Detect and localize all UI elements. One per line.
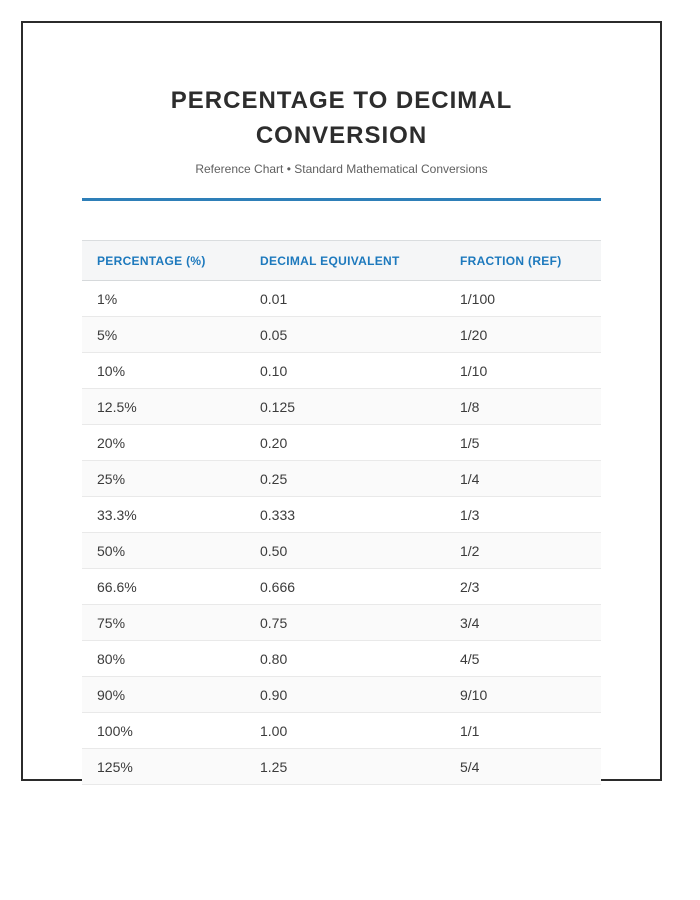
table-row: 90% 0.90 9/10 <box>82 676 601 713</box>
table-row: 10% 0.10 1/10 <box>82 352 601 389</box>
table-cell: 1/8 <box>445 388 601 425</box>
table-cell: 0.75 <box>245 604 445 641</box>
column-header-percentage: PERCENTAGE (%) <box>82 240 245 281</box>
table-row: 20% 0.20 1/5 <box>82 424 601 461</box>
page-title-line-1: PERCENTAGE TO DECIMAL <box>170 87 513 114</box>
table-row: 80% 0.80 4/5 <box>82 640 601 677</box>
column-header-fraction: FRACTION (REF) <box>445 240 601 281</box>
table-cell: 5% <box>82 316 245 353</box>
table-cell: 0.90 <box>245 676 445 713</box>
table-cell: 25% <box>82 460 245 497</box>
table-cell: 125% <box>82 748 245 785</box>
table-cell: 1/3 <box>445 496 601 533</box>
table-row: 5% 0.05 1/20 <box>82 316 601 353</box>
table-cell: 10% <box>82 352 245 389</box>
table-cell: 0.50 <box>245 532 445 569</box>
page-title-line-2: CONVERSION <box>255 122 428 149</box>
table-row: 12.5% 0.125 1/8 <box>82 388 601 425</box>
table-cell: 1.00 <box>245 712 445 749</box>
table-cell: 3/4 <box>445 604 601 641</box>
table-row: 25% 0.25 1/4 <box>82 460 601 497</box>
table-header-row: PERCENTAGE (%) DECIMAL EQUIVALENT FRACTI… <box>82 240 601 281</box>
table-cell: 33.3% <box>82 496 245 533</box>
table-cell: 0.01 <box>245 280 445 317</box>
table-cell: 0.666 <box>245 568 445 605</box>
table-cell: 1/4 <box>445 460 601 497</box>
table-row: 66.6% 0.666 2/3 <box>82 568 601 605</box>
table-cell: 1/1 <box>445 712 601 749</box>
table-cell: 100% <box>82 712 245 749</box>
conversion-table: PERCENTAGE (%) DECIMAL EQUIVALENT FRACTI… <box>82 240 601 785</box>
table-cell: 0.05 <box>245 316 445 353</box>
table-cell: 1/5 <box>445 424 601 461</box>
table-cell: 50% <box>82 532 245 569</box>
table-cell: 0.25 <box>245 460 445 497</box>
page-title: PERCENTAGE TO DECIMAL CONVERSION <box>82 83 601 153</box>
conversion-table-container: PERCENTAGE (%) DECIMAL EQUIVALENT FRACTI… <box>82 240 601 785</box>
table-cell: 1% <box>82 280 245 317</box>
table-cell: 5/4 <box>445 748 601 785</box>
table-body: 1% 0.01 1/100 5% 0.05 1/20 10% 0.10 1/10 12.5% 0.1… <box>82 280 601 785</box>
column-header-decimal: DECIMAL EQUIVALENT <box>245 240 445 281</box>
table-cell: 20% <box>82 424 245 461</box>
table-row: 33.3% 0.333 1/3 <box>82 496 601 533</box>
table-cell: 75% <box>82 604 245 641</box>
table-cell: 1/10 <box>445 352 601 389</box>
table-row: 50% 0.50 1/2 <box>82 532 601 569</box>
accent-divider <box>82 198 601 201</box>
table-cell: 66.6% <box>82 568 245 605</box>
table-cell: 4/5 <box>445 640 601 677</box>
table-cell: 12.5% <box>82 388 245 425</box>
table-cell: 0.125 <box>245 388 445 425</box>
table-cell: 0.20 <box>245 424 445 461</box>
table-row: 125% 1.25 5/4 <box>82 748 601 785</box>
table-cell: 2/3 <box>445 568 601 605</box>
table-cell: 0.333 <box>245 496 445 533</box>
page-subtitle: Reference Chart • Standard Mathematical … <box>195 162 488 176</box>
table-row: 75% 0.75 3/4 <box>82 604 601 641</box>
table-cell: 1.25 <box>245 748 445 785</box>
table-cell: 1/100 <box>445 280 601 317</box>
table-cell: 1/2 <box>445 532 601 569</box>
table-cell: 80% <box>82 640 245 677</box>
table-row: 1% 0.01 1/100 <box>82 280 601 317</box>
table-cell: 0.10 <box>245 352 445 389</box>
table-cell: 9/10 <box>445 676 601 713</box>
table-cell: 90% <box>82 676 245 713</box>
table-row: 100% 1.00 1/1 <box>82 712 601 749</box>
table-cell: 0.80 <box>245 640 445 677</box>
table-cell: 1/20 <box>445 316 601 353</box>
